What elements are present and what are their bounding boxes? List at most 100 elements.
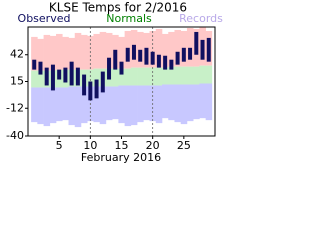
record-high-band — [118, 36, 125, 69]
normal-band — [180, 66, 188, 85]
record-low-band — [180, 84, 188, 125]
observed-bar — [38, 61, 43, 75]
record-low-band — [112, 86, 119, 120]
y-tick-label: -12 — [6, 101, 24, 114]
chart: KLSE Temps for 2/2016 February 2016 42 15… — [6, 1, 223, 165]
x-tick-label: 10 — [83, 139, 97, 152]
record-low-band — [137, 85, 144, 123]
record-high-band — [80, 34, 88, 70]
normal-band — [205, 65, 213, 84]
record-low-band — [162, 84, 169, 119]
record-high-band — [37, 38, 44, 71]
observed-bar — [163, 55, 168, 70]
normal-band — [168, 66, 175, 85]
normal-band — [143, 67, 150, 86]
observed-bar — [107, 57, 112, 80]
observed-bar — [125, 47, 130, 62]
observed-bar — [194, 31, 199, 55]
record-high-band — [174, 29, 182, 67]
record-low-band — [62, 87, 69, 121]
normal-band — [118, 68, 125, 86]
record-low-band — [80, 86, 88, 124]
observed-bar — [94, 79, 99, 99]
record-high-band — [49, 35, 57, 71]
normal-band — [93, 68, 100, 87]
normal-band — [124, 68, 132, 86]
record-high-band — [74, 32, 82, 70]
legend-entry: Normals — [106, 12, 152, 25]
observed-bar — [50, 64, 55, 91]
record-low-band — [99, 86, 107, 125]
record-low-band — [186, 84, 194, 122]
record-low-band — [130, 85, 138, 126]
record-low-band — [118, 85, 125, 124]
normal-band — [112, 68, 119, 87]
observed-bar — [82, 74, 87, 96]
record-high-band — [56, 33, 63, 70]
record-low-band — [124, 85, 132, 127]
record-high-band — [93, 33, 100, 69]
record-low-band — [31, 87, 38, 123]
y-tick-label: 15 — [10, 75, 24, 88]
observed-bar — [156, 54, 161, 68]
record-low-band — [143, 85, 150, 121]
normal-band — [186, 66, 194, 85]
normal-band — [137, 67, 144, 86]
record-low-band — [199, 83, 206, 119]
record-low-band — [56, 87, 63, 122]
observed-bar — [169, 59, 174, 70]
observed-bar — [32, 59, 37, 70]
record-low-band — [74, 86, 82, 128]
x-tick-label: 5 — [56, 139, 63, 152]
observed-bar — [150, 51, 155, 65]
record-low-band — [105, 86, 113, 121]
normal-band — [31, 70, 38, 88]
normal-band — [174, 66, 182, 85]
observed-bar — [131, 44, 136, 60]
observed-bar — [100, 71, 105, 93]
observed-bar — [175, 51, 180, 65]
observed-bar — [57, 69, 62, 80]
x-tick-label: 20 — [146, 139, 160, 152]
record-low-band — [155, 85, 163, 124]
observed-bar — [75, 67, 80, 86]
record-high-band — [186, 27, 194, 67]
normal-band — [37, 70, 44, 88]
legend-entry: Records — [179, 12, 223, 25]
y-tick-label: 42 — [10, 48, 24, 61]
record-high-band — [68, 37, 76, 70]
record-high-band — [43, 34, 51, 71]
normal-band — [87, 69, 94, 87]
record-low-band — [37, 87, 44, 125]
observed-bar — [119, 61, 124, 75]
record-high-band — [162, 33, 169, 68]
observed-bar — [188, 47, 193, 60]
observed-bar — [63, 67, 68, 83]
normal-band — [199, 65, 206, 84]
observed-bar — [44, 67, 49, 86]
record-low-band — [205, 83, 213, 121]
observed-bar — [88, 81, 93, 101]
record-low-band — [93, 86, 100, 123]
chart-title: KLSE Temps for 2/2016 — [49, 1, 187, 15]
observed-bar — [200, 39, 205, 60]
normal-band — [155, 67, 163, 86]
legend-entry: Observed — [18, 12, 71, 25]
record-high-band — [105, 32, 113, 69]
normal-band — [162, 67, 169, 85]
observed-bar — [69, 61, 74, 86]
y-tick-label: -40 — [6, 129, 24, 142]
record-high-band — [31, 36, 38, 71]
record-low-band — [174, 84, 182, 123]
x-tick-label: 15 — [115, 139, 129, 152]
record-high-band — [149, 30, 157, 68]
x-tick-label: 25 — [177, 139, 191, 152]
record-high-band — [155, 28, 163, 68]
record-low-band — [43, 87, 51, 127]
x-axis-label: February 2016 — [81, 151, 161, 164]
record-high-band — [99, 31, 107, 69]
observed-bar — [113, 49, 118, 70]
record-low-band — [68, 86, 76, 126]
record-high-band — [62, 36, 69, 70]
observed-bar — [144, 47, 149, 65]
